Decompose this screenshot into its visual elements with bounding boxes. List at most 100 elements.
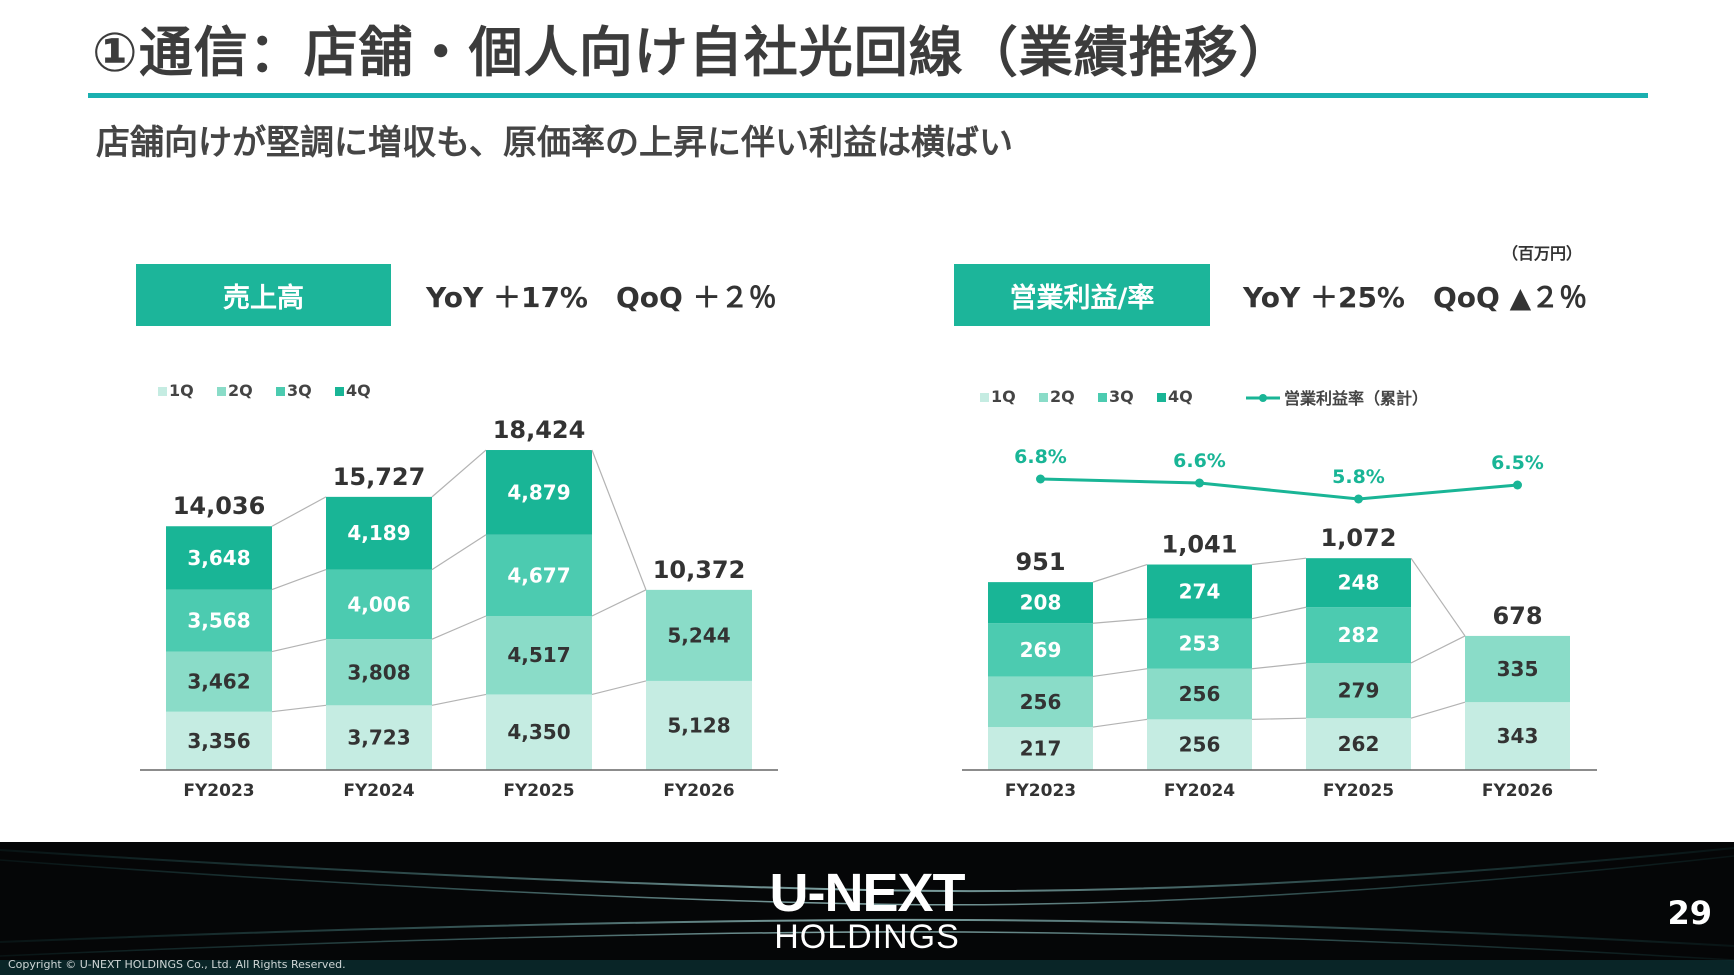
connector-line: [1092, 668, 1148, 678]
bar-value-label: 3,462: [187, 670, 250, 694]
profit-panel-label: 営業利益/率: [954, 264, 1210, 326]
bar-value-label: 3,568: [187, 609, 250, 633]
bar-value-label: 343: [1497, 724, 1539, 748]
connector-line: [431, 449, 487, 498]
profit-growth-text: YoY ＋25% QoQ ▲２％: [1243, 281, 1588, 314]
bar-value-label: 274: [1179, 580, 1221, 604]
legend-swatch-2q: [217, 387, 226, 396]
bar-value-label: 4,350: [507, 720, 570, 744]
bar-value-label: 253: [1179, 632, 1221, 656]
sales-growth-text: YoY ＋17% QoQ ＋２％: [426, 281, 777, 314]
bar-total-label: 1,041: [1162, 531, 1238, 559]
margin-label: 6.5%: [1491, 452, 1544, 474]
connector-line: [271, 496, 327, 527]
bar-value-label: 262: [1338, 732, 1380, 756]
legend-label-4q: 4Q: [1168, 387, 1193, 406]
bar-value-label: 4,006: [347, 592, 410, 616]
bar-value-label: 4,879: [507, 480, 570, 504]
bar-total-label: 678: [1492, 602, 1542, 630]
bar-value-label: 3,808: [347, 660, 410, 684]
footer-banner: U-NEXT HOLDINGS 29 Copyright © U-NEXT HO…: [0, 842, 1734, 975]
footer-light-streaks: [0, 847, 1734, 975]
connector-line: [1251, 557, 1307, 566]
bar-segment: [988, 676, 1093, 728]
sales-panel-label: 売上高: [136, 264, 391, 326]
connector-line: [1092, 718, 1148, 728]
bar-segment: [326, 705, 432, 770]
bar-total-label: 951: [1015, 548, 1065, 576]
connector-line: [431, 615, 487, 640]
margin-line: [1040, 477, 1518, 501]
x-tick-label: FY2025: [1323, 781, 1394, 801]
connector-line: [431, 534, 487, 571]
bar-segment: [166, 526, 272, 590]
bar-value-label: 248: [1338, 571, 1380, 595]
x-tick-label: FY2024: [343, 781, 414, 801]
bar-total-label: 10,372: [653, 556, 746, 584]
bar-total-label: 14,036: [173, 492, 266, 520]
legend-label-margin: 営業利益率（累計）: [1284, 389, 1428, 408]
bar-segment: [646, 589, 752, 681]
bar-segment: [1306, 607, 1411, 664]
bar-value-label: 4,189: [347, 521, 410, 545]
bar-segment: [326, 569, 432, 640]
bar-total-label: 1,072: [1321, 524, 1397, 552]
bar-value-label: 5,128: [667, 713, 730, 737]
bar-segment: [1306, 718, 1411, 770]
x-tick-label: FY2026: [1482, 781, 1553, 801]
page-title: ①通信：店舗・個人向け自社光回線（業績推移）: [92, 21, 1294, 84]
bar-segment: [486, 694, 592, 770]
bar-segment: [326, 639, 432, 706]
unit-label: （百万円）: [1502, 244, 1583, 263]
bar-value-label: 279: [1338, 679, 1380, 703]
legend-swatch-2q: [1039, 393, 1048, 402]
bar-segment: [988, 582, 1093, 624]
bar-segment: [646, 680, 752, 770]
bar-value-label: 3,356: [187, 729, 250, 753]
bar-segment: [486, 615, 592, 695]
bar-value-label: 269: [1020, 638, 1062, 662]
margin-point: [1354, 494, 1363, 504]
bar-segment: [486, 534, 592, 616]
bar-value-label: 217: [1020, 737, 1062, 761]
brand-logo-sub: HOLDINGS: [774, 918, 960, 956]
connector-line: [431, 693, 487, 706]
legend-label-2q: 2Q: [228, 381, 253, 400]
x-tick-label: FY2023: [1005, 781, 1076, 801]
bar-value-label: 208: [1020, 591, 1062, 615]
bar-segment: [1306, 663, 1411, 719]
page-subtitle: 店舗向けが堅調に増収も、原価率の上昇に伴い利益は横ばい: [96, 123, 1013, 163]
bar-segment: [1465, 702, 1570, 770]
margin-label: 6.8%: [1014, 446, 1067, 468]
connector-line: [1251, 717, 1307, 720]
connector-line: [591, 449, 647, 591]
legend-label-3q: 3Q: [1109, 387, 1134, 406]
margin-label: 5.8%: [1332, 466, 1385, 488]
legend-label-4q: 4Q: [346, 381, 371, 400]
connector-line: [1410, 635, 1466, 664]
bar-value-label: 4,517: [507, 643, 570, 667]
bar-value-label: 256: [1179, 733, 1221, 757]
bar-value-label: 3,648: [187, 546, 250, 570]
bar-segment: [1147, 719, 1252, 770]
connector-line: [1092, 618, 1148, 624]
copyright-text: Copyright © U-NEXT HOLDINGS Co., Ltd. Al…: [8, 958, 346, 971]
bar-segment: [1465, 635, 1570, 703]
legend-swatch-3q: [1098, 393, 1107, 402]
legend-swatch-1q: [158, 387, 167, 396]
legend-swatch-4q: [1157, 393, 1166, 402]
bar-value-label: 282: [1338, 623, 1380, 647]
connector-line: [1410, 701, 1466, 719]
bar-value-label: 256: [1020, 690, 1062, 714]
bar-total-label: 15,727: [333, 463, 426, 491]
legend-swatch-4q: [335, 387, 344, 396]
bar-value-label: 5,244: [667, 623, 730, 647]
margin-point: [1195, 478, 1204, 488]
bar-segment: [326, 496, 432, 570]
connector-line: [591, 589, 647, 617]
legend-swatch-1q: [980, 393, 989, 402]
bar-segment: [1147, 668, 1252, 720]
connector-line: [271, 569, 327, 591]
bar-segment: [1147, 564, 1252, 619]
bar-segment: [1306, 558, 1411, 608]
